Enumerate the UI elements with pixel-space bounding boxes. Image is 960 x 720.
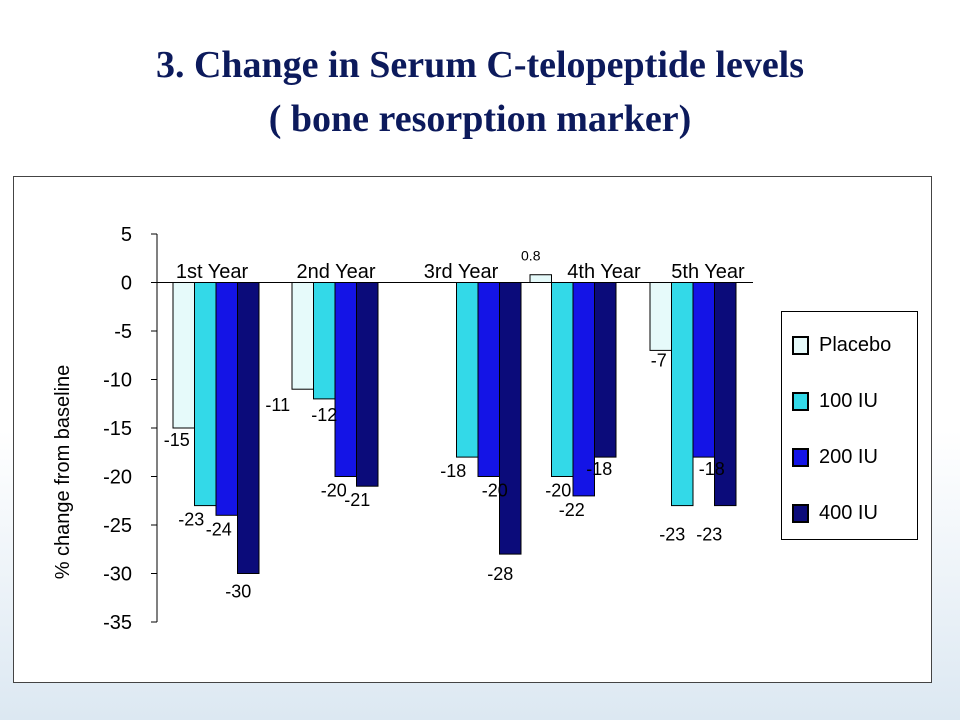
data-label: -18 — [699, 459, 725, 479]
legend: Placebo 100 IU 200 IU 400 IU — [781, 311, 918, 540]
category-label: 4th Year — [567, 261, 641, 283]
title-line-1: 3. Change in Serum C-telopeptide levels — [155, 44, 805, 86]
category-label: 1st Year — [176, 261, 249, 283]
category-label: 2nd Year — [297, 261, 376, 283]
bar — [356, 282, 379, 487]
legend-swatch — [792, 391, 809, 411]
bar — [215, 282, 238, 516]
bar — [649, 282, 672, 351]
bar — [551, 282, 574, 477]
bar — [477, 282, 500, 477]
bar — [172, 282, 195, 429]
data-label: -23 — [178, 510, 204, 530]
data-label: -23 — [659, 525, 685, 545]
data-label: -20 — [321, 481, 347, 501]
bar — [194, 282, 217, 507]
legend-label: 200 IU — [819, 445, 878, 468]
legend-swatch — [792, 447, 809, 467]
bar — [291, 282, 314, 390]
data-label: -23 — [696, 525, 722, 545]
data-label: -11 — [265, 395, 290, 415]
bar — [313, 282, 336, 400]
bar — [671, 282, 694, 507]
data-label: -20 — [482, 481, 508, 501]
legend-item-400iu: 400 IU — [792, 501, 878, 525]
data-label: -12 — [311, 405, 337, 425]
bar — [714, 282, 737, 507]
chart-labels: -15-110.8-7-23-12-18-20-23-24-20 -20-22-1… — [164, 248, 745, 602]
legend-label: Placebo — [819, 333, 892, 356]
legend-label: 400 IU — [819, 501, 878, 524]
data-label: -28 — [487, 564, 513, 584]
y-tick-label: -35 — [103, 612, 132, 634]
slide-title: 3. Change in Serum C-telopeptide levels … — [0, 38, 960, 146]
y-axis-label: % change from baseline — [52, 365, 74, 580]
data-label: -18 — [586, 459, 612, 479]
legend-swatch — [792, 335, 809, 355]
data-label: -15 — [164, 430, 190, 450]
data-label: -30 — [225, 582, 251, 602]
y-tick-label: -10 — [103, 370, 132, 392]
bar — [499, 282, 522, 555]
category-label: 3rd Year — [424, 261, 499, 283]
y-tick-label: -20 — [103, 467, 132, 489]
data-label: -24 — [206, 519, 232, 539]
data-label: -21 — [344, 490, 370, 510]
y-tick-label: 0 — [121, 273, 132, 295]
legend-item-100iu: 100 IU — [792, 389, 878, 413]
data-label: -18 — [440, 461, 466, 481]
y-tick-label: -5 — [114, 321, 132, 343]
data-label: -20 — [545, 481, 571, 501]
legend-label: 100 IU — [819, 389, 878, 412]
y-tick-label: -25 — [103, 515, 132, 537]
bar — [594, 282, 617, 458]
data-label: 0.8 — [521, 248, 541, 264]
chart-axes: 5 0 -5 -10 -15 -20 -25 -30 -35 — [103, 224, 753, 634]
legend-item-placebo: Placebo — [792, 333, 891, 357]
bar — [334, 282, 357, 477]
bar — [529, 274, 552, 283]
bar — [692, 282, 715, 458]
y-tick-label: 5 — [121, 224, 132, 246]
bar — [237, 282, 260, 574]
data-label: -7 — [651, 350, 667, 370]
y-tick-label: -15 — [103, 418, 132, 440]
bar — [456, 282, 479, 458]
category-label: 5th Year — [671, 261, 745, 283]
legend-item-200iu: 200 IU — [792, 445, 878, 469]
data-label: -22 — [559, 500, 585, 520]
y-tick-label: -30 — [103, 564, 132, 586]
legend-swatch — [792, 503, 809, 523]
title-line-2: ( bone resorption marker) — [268, 98, 692, 140]
chart-bars — [172, 274, 737, 574]
